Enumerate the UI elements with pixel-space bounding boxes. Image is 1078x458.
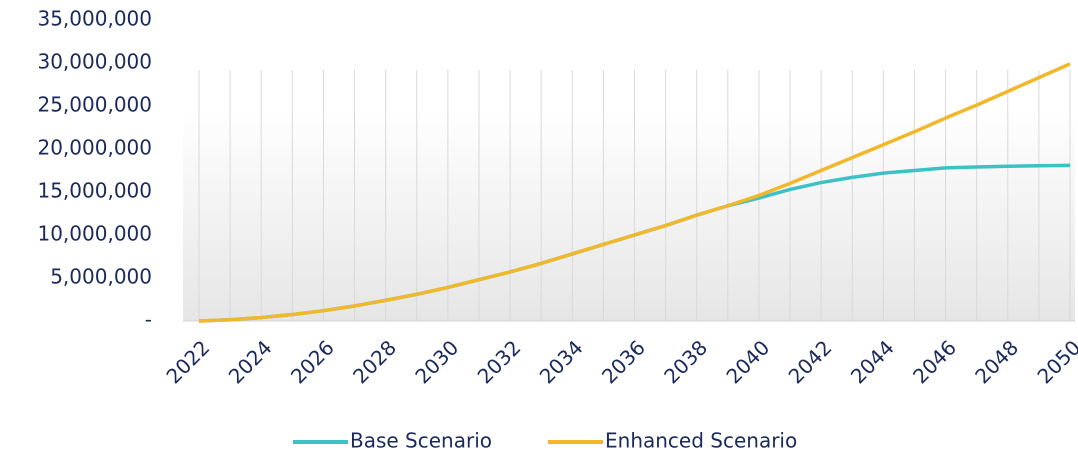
x-tick-label: 2034 bbox=[535, 335, 588, 388]
plot-background bbox=[183, 110, 1075, 321]
x-tick-label: 2024 bbox=[224, 335, 277, 388]
series-line bbox=[198, 62, 1071, 323]
x-tick-label: 2040 bbox=[721, 335, 774, 388]
legend-label: Enhanced Scenario bbox=[605, 429, 797, 453]
x-tick-label: 2032 bbox=[473, 335, 526, 388]
x-tick-label: 2048 bbox=[970, 335, 1023, 388]
y-tick-label: - bbox=[145, 308, 152, 332]
x-tick-label: 2022 bbox=[161, 335, 214, 388]
y-tick-label: 30,000,000 bbox=[37, 50, 152, 74]
y-tick-label: 20,000,000 bbox=[37, 136, 152, 160]
x-tick-label: 2046 bbox=[908, 335, 961, 388]
x-tick-label: 2026 bbox=[286, 335, 339, 388]
x-tick-label: 2030 bbox=[410, 335, 463, 388]
legend-label: Base Scenario bbox=[350, 429, 492, 453]
x-tick-label: 2050 bbox=[1032, 335, 1078, 388]
x-tick-label: 2036 bbox=[597, 335, 650, 388]
y-tick-label: 15,000,000 bbox=[37, 179, 152, 203]
y-tick-label: 25,000,000 bbox=[37, 93, 152, 117]
x-tick-label: 2038 bbox=[659, 335, 712, 388]
x-tick-label: 2028 bbox=[348, 335, 401, 388]
y-tick-label: 10,000,000 bbox=[37, 222, 152, 246]
y-tick-label: 35,000,000 bbox=[37, 7, 152, 31]
x-tick-label: 2044 bbox=[846, 335, 899, 388]
y-tick-label: 5,000,000 bbox=[50, 265, 152, 289]
x-tick-label: 2042 bbox=[784, 335, 837, 388]
